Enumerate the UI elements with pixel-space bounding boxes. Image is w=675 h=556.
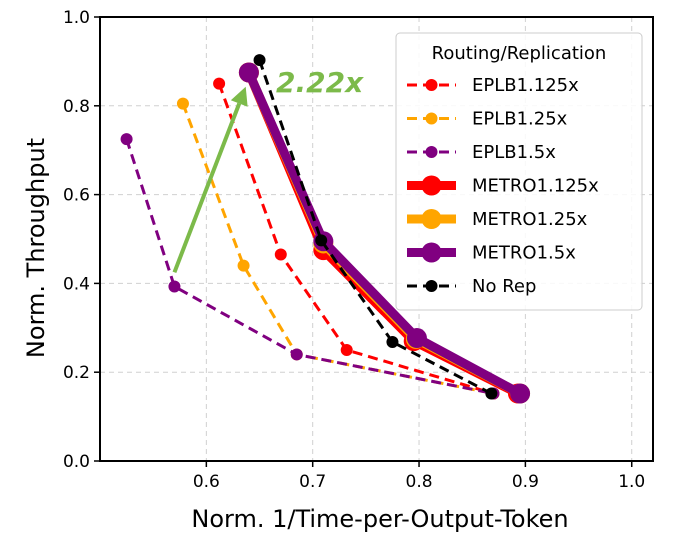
x-tick-label: 0.7 [299,472,326,492]
legend-swatch-marker [425,280,438,292]
x-tick-label: 0.9 [512,472,539,492]
legend-title: Routing/Replication [432,43,607,64]
data-point-no-rep [315,234,328,247]
data-point-eplb1-5x [168,280,181,293]
legend-label: METRO1.5x [472,243,576,264]
plot-frame [99,16,654,462]
data-point-metro1-5x [238,62,259,83]
y-tick-label: 1.0 [63,8,90,28]
legend-label: No Rep [472,276,536,297]
y-tick-label: 0.0 [63,452,90,472]
legend-item-metro1-5x: METRO1.5x [407,242,576,264]
legend-swatch-marker [425,79,438,91]
x-tick-label: 0.8 [406,472,433,492]
legend-swatch-marker [425,112,438,125]
y-axis-label: Norm. Throughput [22,138,50,358]
series-line-metro1-5x [244,70,523,398]
y-tick-label: 0.4 [63,274,90,294]
x-tick-label: 1.0 [618,472,645,492]
data-point-eplb1-125x [213,77,226,90]
y-tick-label: 0.6 [63,186,90,206]
legend-label: EPLB1.25x [472,109,568,130]
x-axis-label: Norm. 1/Time-per-Output-Token [191,505,568,533]
annotation-arrow-shaft [172,102,242,274]
legend-label: METRO1.25x [472,209,588,230]
legend-item-no-rep: No Rep [407,276,536,297]
data-point-metro1-5x [406,328,427,349]
legend-label: EPLB1.5x [472,142,556,163]
legend-box [395,32,643,311]
series-line-no-rep [258,59,493,395]
data-point-no-rep [485,387,498,400]
legend-label: METRO1.125x [472,176,599,197]
data-point-no-rep [386,336,399,349]
data-point-eplb1-5x [290,348,303,361]
legend-item-metro1-125x: METRO1.125x [407,175,599,197]
series-layer [120,54,531,404]
data-point-eplb1-25x [176,97,189,110]
legend-swatch-marker [425,146,438,158]
y-tick-label: 0.2 [63,363,90,383]
legend-swatch-marker [421,209,442,229]
legend-swatch-marker [421,242,442,263]
legend-item-eplb1-25x: EPLB1.25x [407,109,568,130]
legend-label: EPLB1.125x [472,75,579,96]
legend-items: EPLB1.125x EPLB1.25x EPLB1.5x METRO1.125x ME… [407,75,599,297]
annotation-speedup-label: 2.22x [276,66,364,99]
x-tick-label: 0.6 [193,472,220,492]
series-line-eplb1-125x [217,83,494,395]
legend-item-eplb1-125x: EPLB1.125x [407,75,579,96]
annotation-layer: 2.22x [172,66,364,274]
data-point-eplb1-5x [120,133,133,146]
legend-item-eplb1-5x: EPLB1.5x [407,142,556,163]
axis-ticks: 0.6 0.7 0.8 0.9 1.0 0.0 0.2 0.4 0.6 0.8 1.0 [63,8,645,492]
y-tick-label: 0.8 [63,97,90,117]
data-point-no-rep [253,54,266,67]
data-point-eplb1-125x [340,344,353,356]
data-point-eplb1-125x [274,248,287,261]
data-point-eplb1-25x [237,259,250,272]
data-point-metro1-5x [510,383,531,404]
series-line-eplb1-5x [125,138,494,395]
legend-item-metro1-25x: METRO1.25x [407,209,588,230]
annotation-arrow-head [230,86,248,107]
legend-swatch-marker [421,175,442,196]
series-line-eplb1-25x [181,103,494,395]
legend: Routing/Replication EPLB1.125xEPLB1.25xE… [395,32,643,311]
series-no-rep [253,54,498,400]
